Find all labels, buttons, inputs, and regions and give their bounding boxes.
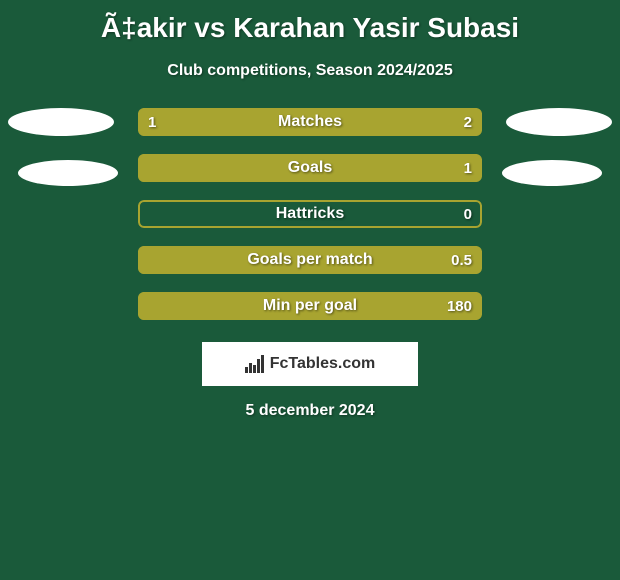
bar-row-goals-per-match: Goals per match0.5 [138, 246, 482, 274]
page-subtitle: Club competitions, Season 2024/2025 [0, 62, 620, 80]
bar-row-min-per-goal: Min per goal180 [138, 292, 482, 320]
bar-row-hattricks: Hattricks0 [138, 200, 482, 228]
bar-value-right: 1 [464, 154, 472, 182]
branding-box: FcTables.com [202, 342, 418, 386]
footer-date: 5 december 2024 [0, 402, 620, 420]
branding-text: FcTables.com [270, 355, 376, 373]
player-right-avatar [506, 108, 612, 136]
bar-value-right: 0.5 [451, 246, 472, 274]
bars-container: Matches12Goals1Hattricks0Goals per match… [138, 108, 482, 320]
bar-label: Goals [138, 154, 482, 182]
bar-label: Min per goal [138, 292, 482, 320]
bar-value-right: 0 [464, 200, 472, 228]
bar-value-left: 1 [148, 108, 156, 136]
comparison-chart: Matches12Goals1Hattricks0Goals per match… [0, 108, 620, 320]
player-left-avatar [8, 108, 114, 136]
bar-row-matches: Matches1 2 [138, 108, 482, 136]
chart-icon [245, 355, 264, 373]
bar-value-right: 2 [464, 108, 472, 136]
bar-label: Hattricks [138, 200, 482, 228]
bar-label: Matches [138, 108, 482, 136]
team-right-logo [502, 160, 602, 186]
team-left-logo [18, 160, 118, 186]
bar-row-goals: Goals1 [138, 154, 482, 182]
page-title: Ã‡akir vs Karahan Yasir Subasi [0, 0, 620, 44]
bar-value-right: 180 [447, 292, 472, 320]
bar-label: Goals per match [138, 246, 482, 274]
